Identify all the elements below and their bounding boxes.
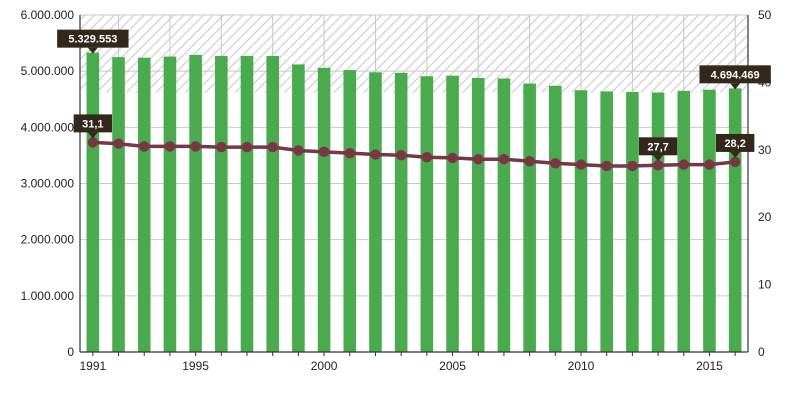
data-callout: 31,1 bbox=[73, 114, 113, 139]
bar bbox=[112, 57, 125, 352]
bar bbox=[292, 64, 305, 352]
y-left-tick-label: 5.000.000 bbox=[21, 64, 75, 78]
line-point bbox=[216, 141, 227, 153]
y-left-tick-label: 2.000.000 bbox=[21, 233, 75, 247]
line-point bbox=[473, 154, 484, 165]
line-point bbox=[447, 152, 458, 164]
hatched-background bbox=[80, 15, 748, 93]
callout-box bbox=[638, 137, 678, 156]
bar bbox=[369, 72, 382, 352]
bar bbox=[215, 56, 228, 352]
line-point bbox=[190, 141, 201, 152]
bar bbox=[394, 72, 408, 352]
y-left-tick-label: 6.000.000 bbox=[21, 8, 75, 22]
bar bbox=[240, 56, 254, 352]
line-point bbox=[370, 149, 381, 160]
callout-label: 27,7 bbox=[647, 141, 668, 153]
y-left-tick-label: 3.000.000 bbox=[21, 177, 75, 191]
y-right-tick-label: 0 bbox=[758, 345, 765, 359]
line-point bbox=[652, 160, 664, 171]
bar bbox=[86, 52, 100, 353]
line-point bbox=[421, 152, 433, 163]
x-tick-label: 1995 bbox=[182, 359, 209, 373]
y-right-tick-label: 30 bbox=[758, 143, 772, 157]
callout-pointer bbox=[730, 151, 741, 158]
bar bbox=[317, 67, 331, 353]
bar bbox=[497, 78, 511, 353]
x-tick-label: 1991 bbox=[79, 359, 106, 373]
x-tick-label: 2000 bbox=[311, 359, 338, 373]
bar bbox=[343, 70, 357, 352]
line-point bbox=[113, 138, 124, 149]
x-tick-label: 2015 bbox=[696, 359, 723, 373]
callout-label: 28,2 bbox=[724, 138, 745, 150]
line-point bbox=[241, 141, 253, 153]
bar bbox=[189, 54, 202, 353]
line-point bbox=[575, 159, 587, 170]
y-right-tick-label: 50 bbox=[758, 8, 772, 22]
y-left-tick-label: 1.000.000 bbox=[21, 289, 75, 303]
callout-label: 31,1 bbox=[82, 118, 103, 130]
line-point bbox=[318, 146, 330, 158]
line-point bbox=[293, 145, 304, 156]
callout-box bbox=[699, 65, 771, 84]
line-point bbox=[729, 156, 741, 168]
x-tick-label: 2010 bbox=[568, 359, 595, 373]
line-point bbox=[498, 154, 510, 165]
bar bbox=[523, 83, 536, 353]
data-callout: 4.694.469 bbox=[699, 65, 771, 90]
bar bbox=[420, 76, 434, 352]
y-right-tick-label: 20 bbox=[758, 210, 772, 224]
line-point bbox=[601, 160, 612, 172]
data-callout: 27,7 bbox=[638, 137, 678, 162]
line-point bbox=[704, 159, 715, 170]
line-point bbox=[164, 141, 176, 152]
line-point bbox=[627, 160, 638, 172]
y-right-tick-label: 10 bbox=[758, 278, 772, 292]
callout-box bbox=[73, 114, 113, 133]
data-callout: 5.329.553 bbox=[57, 29, 129, 54]
callout-box bbox=[57, 29, 129, 48]
bar bbox=[651, 92, 665, 352]
line-point bbox=[87, 137, 99, 148]
callout-label: 4.694.469 bbox=[711, 69, 760, 81]
bar bbox=[266, 56, 279, 352]
data-callout: 28,2 bbox=[715, 133, 755, 158]
line-point bbox=[550, 158, 561, 169]
bar bbox=[137, 57, 151, 352]
bar bbox=[600, 91, 613, 353]
line-point bbox=[267, 141, 278, 153]
line-point bbox=[678, 159, 689, 170]
line-point bbox=[344, 147, 355, 159]
y-left-tick-label: 4.000.000 bbox=[21, 120, 75, 134]
callout-pointer bbox=[87, 132, 98, 139]
bar bbox=[471, 77, 485, 352]
callout-pointer bbox=[87, 47, 98, 54]
line-point bbox=[524, 156, 535, 167]
callout-pointer bbox=[730, 83, 741, 90]
bar bbox=[574, 90, 588, 352]
line-series bbox=[92, 140, 736, 168]
callout-pointer bbox=[653, 155, 664, 162]
bar bbox=[677, 90, 691, 352]
line-point bbox=[139, 141, 150, 152]
y-left-tick-label: 0 bbox=[67, 345, 74, 359]
bar bbox=[549, 85, 562, 353]
bar bbox=[163, 56, 177, 353]
x-tick-label: 2005 bbox=[439, 359, 466, 373]
bar bbox=[728, 88, 742, 352]
callout-box bbox=[715, 133, 755, 152]
callout-label: 5.329.553 bbox=[68, 34, 117, 46]
bar bbox=[703, 89, 716, 353]
bar bbox=[446, 75, 459, 352]
bar bbox=[626, 91, 639, 352]
line-point bbox=[395, 149, 407, 161]
